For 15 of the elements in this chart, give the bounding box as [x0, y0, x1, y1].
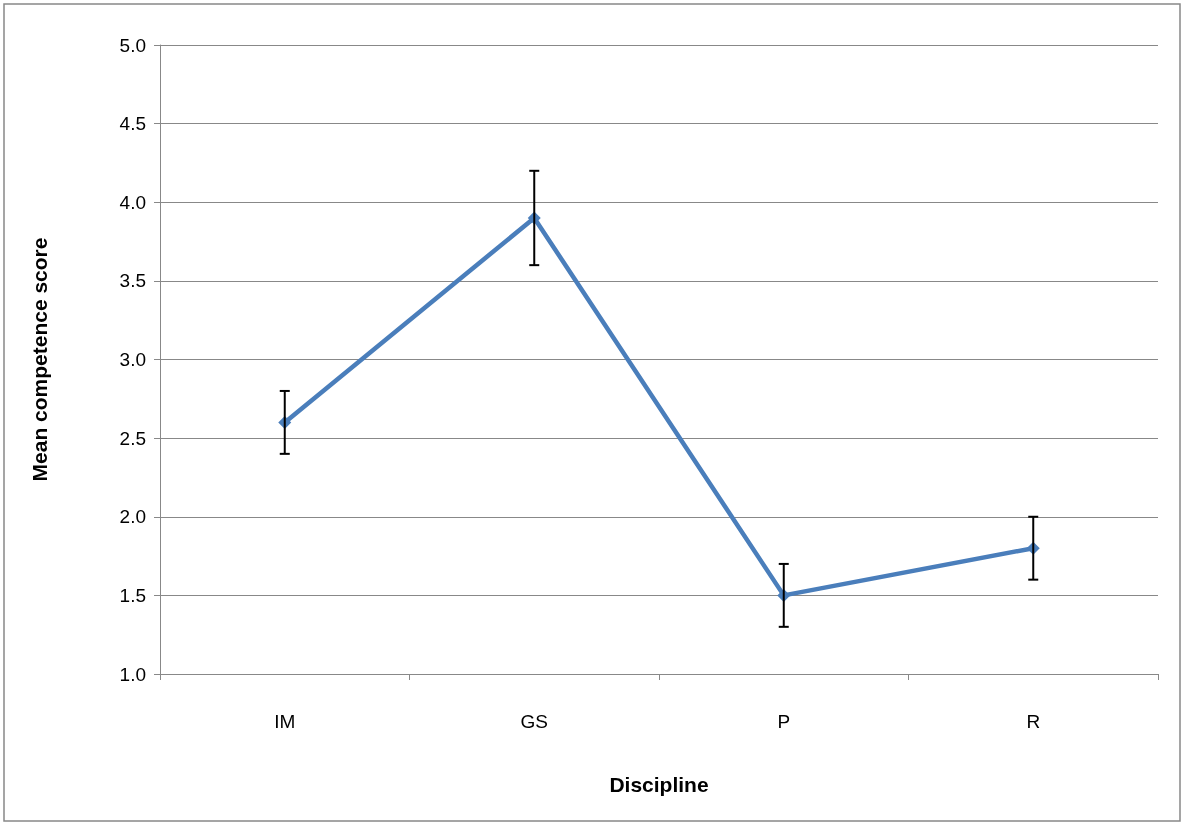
y-tick-label: 5.0 — [119, 34, 146, 56]
x-tick-label: R — [1026, 711, 1041, 732]
y-tick-label: 4.5 — [119, 113, 146, 135]
y-axis-title: Mean competence score — [28, 237, 51, 482]
y-tick-label: 4.0 — [119, 191, 146, 213]
x-axis-title: Discipline — [609, 773, 709, 796]
y-tick-label: 2.0 — [119, 506, 146, 528]
y-tick-label: 1.0 — [119, 663, 146, 685]
y-tick-label: 2.5 — [119, 427, 146, 449]
x-tick-label: GS — [520, 711, 548, 732]
y-tick-label: 3.0 — [119, 349, 146, 370]
x-tick-label: IM — [274, 711, 296, 732]
x-tick-label: P — [777, 711, 791, 732]
y-tick-label: 1.5 — [119, 584, 146, 606]
y-tick-label: 3.5 — [119, 270, 146, 292]
